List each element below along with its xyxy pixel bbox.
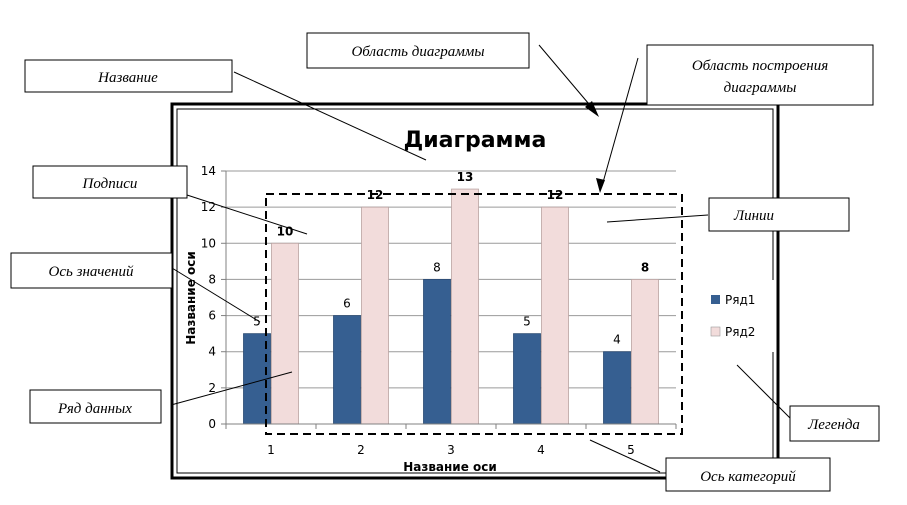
category-axis-tick-label: 1: [267, 443, 275, 457]
callout-category-axis: Ось категорий: [665, 457, 831, 492]
value-axis-tick-label: 6: [208, 309, 216, 323]
data-label-series-1-cat-3: 8: [433, 260, 441, 274]
category-axis-tick-label: 2: [357, 443, 365, 457]
data-label-series-2-cat-5: 8: [641, 260, 649, 274]
value-axis-tick-label: 14: [201, 164, 216, 178]
y-axis-title: Название оси: [184, 251, 198, 345]
callout-gridlines: Линии: [708, 197, 850, 232]
bar-series-2-cat-2: [361, 206, 389, 425]
data-label-series-2-cat-2: 12: [367, 188, 384, 202]
leader-plot-area: [601, 57, 639, 187]
callout-gridlines-label: Линии: [733, 208, 774, 224]
callout-plot-area: Область построения диаграммы: [646, 44, 874, 106]
category-axis-tick-label: 5: [627, 443, 635, 457]
callout-chart-area: Область диаграммы: [306, 32, 530, 69]
callout-title-label: Название: [97, 70, 158, 86]
callout-chart-area-label: Область диаграммы: [351, 44, 484, 60]
data-label-series-1-cat-4: 5: [523, 315, 531, 329]
chart-title: Диаграмма: [404, 128, 547, 153]
bar-series-1-cat-5: [603, 351, 631, 425]
bar-series-1-cat-2: [333, 315, 361, 425]
leader-category-axis: [589, 439, 661, 473]
leader-data-labels: [186, 194, 308, 235]
value-axis-tick-label: 4: [208, 345, 216, 359]
data-label-series-1-cat-1: 5: [253, 315, 261, 329]
value-axis-tick-label: 2: [208, 381, 216, 395]
callout-data-labels-label: Подписи: [82, 176, 138, 192]
arrowhead-chart-area: [585, 101, 599, 117]
leader-data-series: [170, 371, 293, 406]
leader-title: [233, 71, 427, 161]
leader-gridlines: [606, 214, 709, 223]
callout-data-series: Ряд данных: [29, 389, 162, 424]
callout-legend: Легенда: [789, 405, 880, 442]
leader-value-axis: [171, 267, 261, 323]
category-axis-ticks: 1 2 3 4 5: [225, 424, 677, 457]
legend-label-series-1: Ряд1: [725, 293, 755, 307]
value-axis-tick-label: 10: [201, 236, 216, 250]
data-label-series-2-cat-3: 13: [457, 170, 474, 184]
callout-category-axis-label: Ось категорий: [700, 469, 796, 485]
value-axis-tick-label: 8: [208, 272, 216, 286]
legend-swatch-series-1: [711, 295, 720, 304]
bar-series-1-cat-3: [423, 279, 451, 425]
bar-series-1-cat-4: [513, 333, 541, 425]
data-label-series-1-cat-5: 4: [613, 333, 621, 347]
data-label-series-1-cat-2: 6: [343, 297, 351, 311]
leader-chart-area: [538, 44, 595, 111]
callout-plot-area-label-line2: диаграммы: [724, 80, 797, 96]
callout-plot-area-label-line1: Область построения: [692, 58, 828, 74]
arrowhead-plot-area: [596, 178, 605, 193]
category-axis-tick-label: 4: [537, 443, 545, 457]
callout-title: Название: [24, 59, 233, 93]
legend-box: [703, 280, 775, 352]
callout-value-axis-label: Ось значений: [49, 264, 134, 280]
data-label-series-2-cat-4: 12: [547, 188, 564, 202]
legend-label-series-2: Ряд2: [725, 325, 755, 339]
bar-series-2-cat-4: [541, 206, 569, 425]
callout-arrowheads: [585, 101, 605, 193]
callout-data-series-label: Ряд данных: [57, 401, 132, 417]
axes: [225, 171, 676, 425]
plot-area-dashed-outline: [265, 193, 683, 435]
category-axis-tick-label: 3: [447, 443, 455, 457]
callout-value-axis: Ось значений: [10, 252, 173, 289]
legend: Ряд1 Ряд2: [703, 280, 775, 352]
callout-data-labels: Подписи: [32, 165, 188, 199]
bar-series-2-cat-1: [271, 242, 299, 425]
leader-legend: [736, 364, 793, 421]
x-axis-title: Название оси: [403, 460, 497, 474]
callout-legend-label: Легенда: [807, 417, 860, 433]
legend-swatch-series-2: [710, 326, 721, 337]
callout-leader-lines: [170, 44, 793, 473]
value-axis-tick-label: 0: [208, 417, 216, 431]
bar-series-2-cat-3: [451, 188, 479, 425]
bar-series-2-cat-5: [631, 279, 659, 425]
